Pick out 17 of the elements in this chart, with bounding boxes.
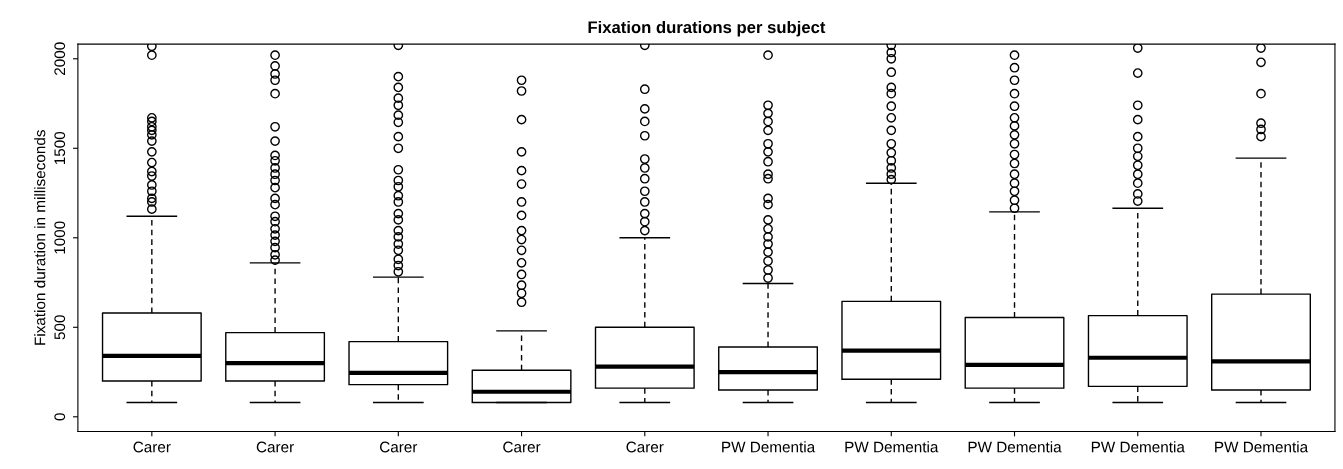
x-tick-label: Carer	[503, 441, 541, 453]
y-tick-label: 2000	[54, 42, 66, 75]
x-tick-label: PW Dementia	[968, 441, 1062, 453]
y-tick-label: 1000	[54, 221, 66, 254]
x-tick-label: PW Dementia	[722, 441, 816, 453]
y-tick-label: 500	[54, 315, 66, 340]
x-tick-label: Carer	[626, 441, 664, 453]
x-tick-label: PW Dementia	[1215, 441, 1309, 453]
x-tick-label: Carer	[256, 441, 294, 453]
y-tick-label: 1500	[54, 131, 66, 165]
y-tick-label: 0	[54, 413, 66, 421]
y-axis-title: Fixation duration in milliseconds	[34, 130, 46, 345]
x-tick-label: PW Dementia	[1091, 441, 1185, 453]
x-tick-label: Carer	[379, 441, 418, 453]
chart-title: Fixation durations per subject	[588, 20, 826, 37]
x-tick-label: Carer	[133, 441, 171, 453]
x-tick-label: PW Dementia	[845, 441, 939, 453]
